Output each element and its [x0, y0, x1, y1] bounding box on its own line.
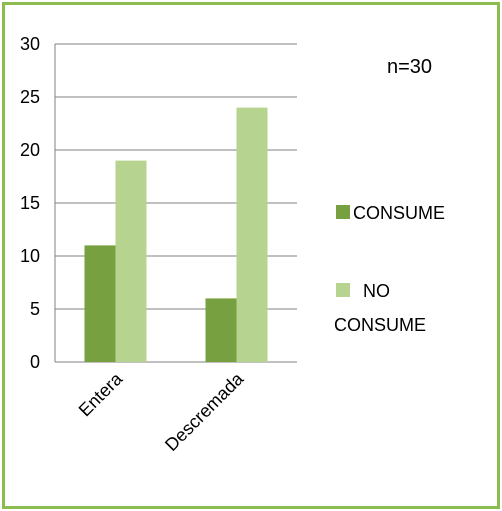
y-tick-label-20: 20 [20, 140, 40, 160]
y-tick-label-25: 25 [20, 87, 40, 107]
y-tick-label-10: 10 [20, 246, 40, 266]
y-axis-ticks: 0 5 10 15 20 25 30 [20, 34, 40, 372]
bar-descremada-no-consume [236, 107, 268, 362]
legend-label-consume: CONSUME [353, 203, 445, 223]
bar-entera-consume [84, 245, 116, 362]
legend-swatch-consume [336, 205, 350, 219]
y-tick-label-15: 15 [20, 193, 40, 213]
x-category-label-descremada: Descremada [161, 368, 248, 455]
bar-entera-no-consume [115, 160, 147, 362]
annotation-n: n=30 [387, 56, 432, 78]
legend-label-no-consume-line1: NO [363, 281, 390, 301]
y-tick-label-0: 0 [30, 352, 40, 372]
bar-descremada-consume [205, 298, 237, 362]
bars [84, 107, 268, 362]
y-tick-label-30: 30 [20, 34, 40, 54]
x-axis-categories: Entera Descremada [75, 368, 248, 455]
legend-swatch-no-consume [336, 283, 350, 297]
bar-chart: 0 5 10 15 20 25 30 Entera Descremada n=30 CONSU… [20, 34, 445, 455]
legend: CONSUME NO CONSUME [334, 203, 445, 335]
legend-label-no-consume-line2: CONSUME [334, 315, 426, 335]
x-category-label-entera: Entera [75, 368, 127, 420]
y-tick-label-5: 5 [30, 299, 40, 319]
